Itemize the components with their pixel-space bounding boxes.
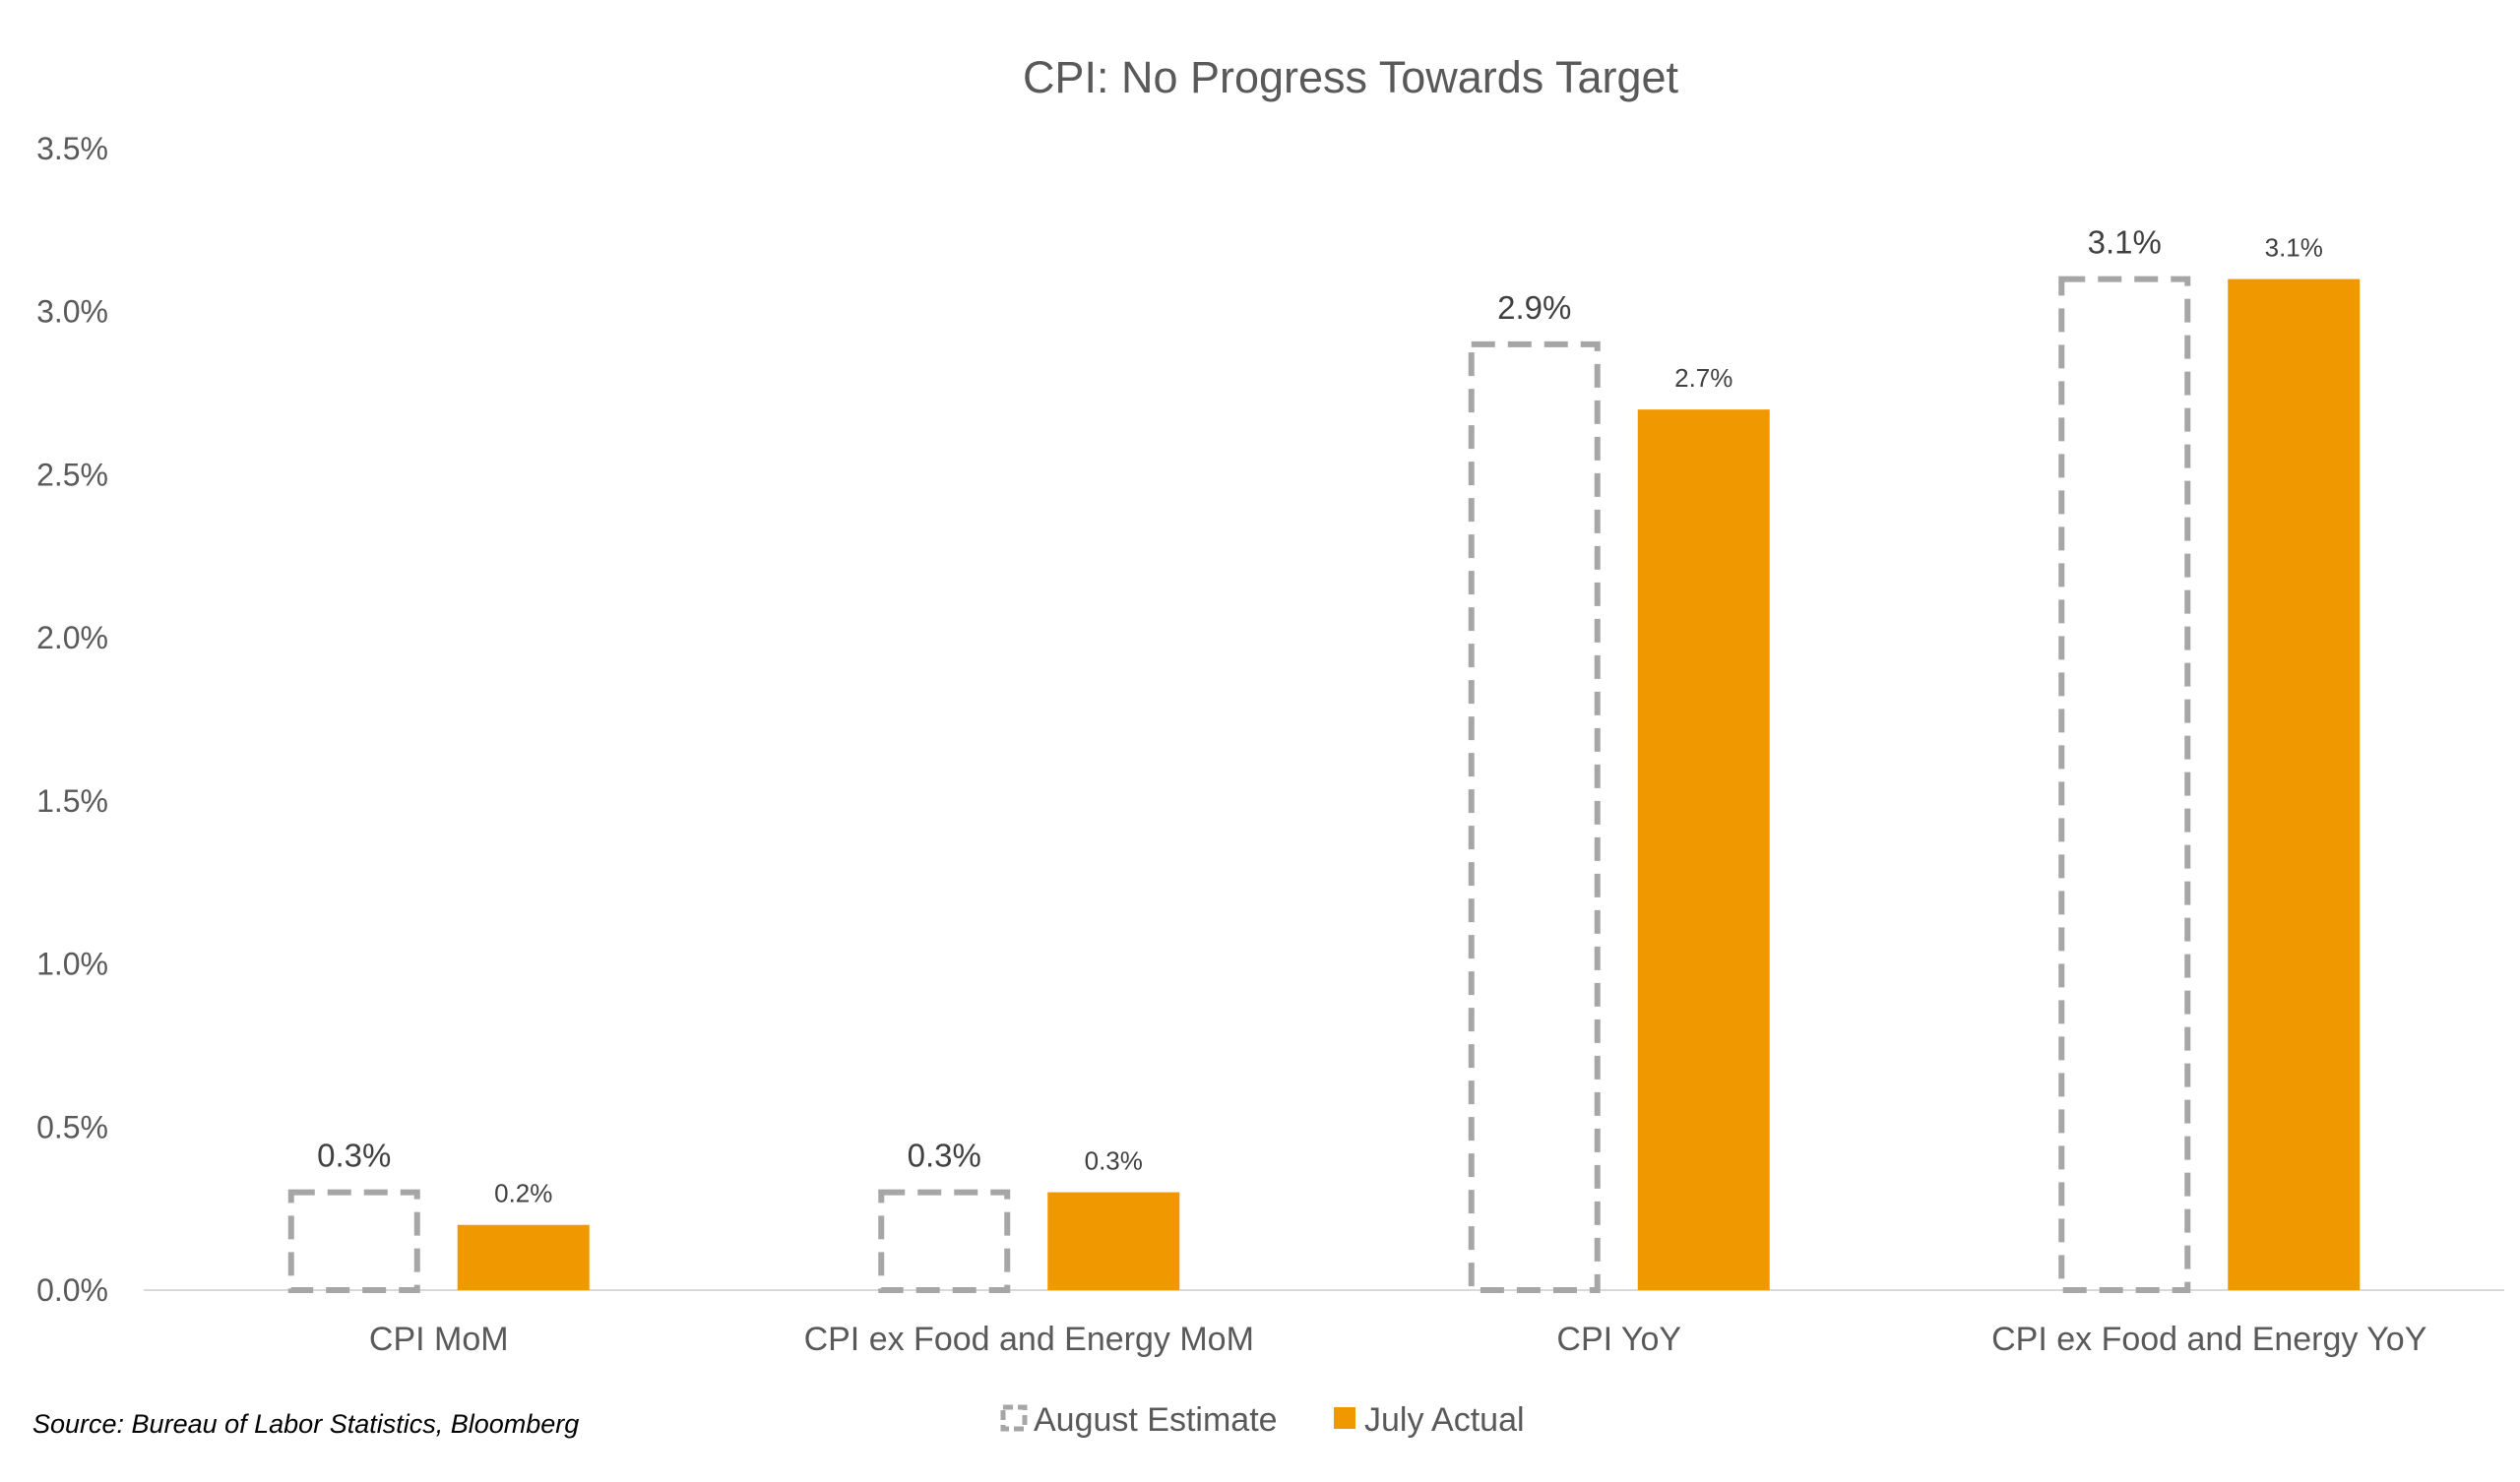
legend-label-august-estimate: August Estimate: [1034, 1401, 1278, 1439]
data-label-august-estimate: 2.9%: [1497, 289, 1571, 326]
data-label-july-actual: 3.1%: [2265, 233, 2323, 263]
y-tick-label: 2.0%: [36, 620, 108, 655]
bars: [287, 276, 2361, 1294]
y-tick-label: 2.5%: [36, 457, 108, 492]
legend-label-july-actual: July Actual: [1364, 1401, 1525, 1439]
x-tick-label: CPI ex Food and Energy MoM: [804, 1321, 1254, 1358]
y-tick-label: 3.0%: [36, 294, 108, 330]
data-label-july-actual: 0.3%: [1085, 1146, 1143, 1176]
data-label-august-estimate: 0.3%: [908, 1138, 981, 1174]
bar-august-estimate: [2058, 276, 2191, 1294]
bar-august-estimate: [878, 1189, 1011, 1293]
chart-title: CPI: No Progress Towards Target: [1023, 52, 1679, 102]
bar-july-actual: [1637, 409, 1770, 1291]
data-label-july-actual: 0.2%: [494, 1179, 552, 1208]
legend-swatch-august-estimate: [1000, 1404, 1028, 1432]
x-tick-label: CPI MoM: [369, 1321, 509, 1358]
x-tick-label: CPI YoY: [1556, 1321, 1681, 1358]
data-label-august-estimate: 3.1%: [2088, 224, 2162, 261]
data-label-august-estimate: 0.3%: [317, 1138, 391, 1174]
bar-august-estimate: [287, 1189, 420, 1293]
bar-july-actual: [2228, 278, 2361, 1291]
y-tick-label: 0.5%: [36, 1109, 108, 1144]
x-tick-label: CPI ex Food and Energy YoY: [1991, 1321, 2426, 1358]
x-axis-labels: CPI MoM CPI ex Food and Energy MoM CPI YoY…: [369, 1321, 2427, 1358]
bar-august-estimate: [1468, 340, 1601, 1294]
source-note: Source: Bureau of Labor Statistics, Bloo…: [32, 1409, 580, 1439]
legend: August Estimate July Actual: [1000, 1401, 1525, 1439]
y-tick-label: 3.5%: [36, 131, 108, 166]
y-tick-label: 1.5%: [36, 783, 108, 819]
y-tick-label: 0.0%: [36, 1272, 108, 1308]
bar-july-actual: [457, 1224, 590, 1290]
legend-swatch-july-actual: [1334, 1407, 1355, 1429]
data-labels: 0.3% 0.2% 0.3% 0.3% 2.9% 2.7% 3.1% 3.1%: [317, 224, 2323, 1208]
y-tick-label: 1.0%: [36, 947, 108, 982]
y-axis-ticks: 0.0% 0.5% 1.0% 1.5% 2.0% 2.5% 3.0% 3.5%: [36, 131, 108, 1308]
bar-july-actual: [1047, 1192, 1180, 1290]
data-label-july-actual: 2.7%: [1674, 363, 1732, 393]
